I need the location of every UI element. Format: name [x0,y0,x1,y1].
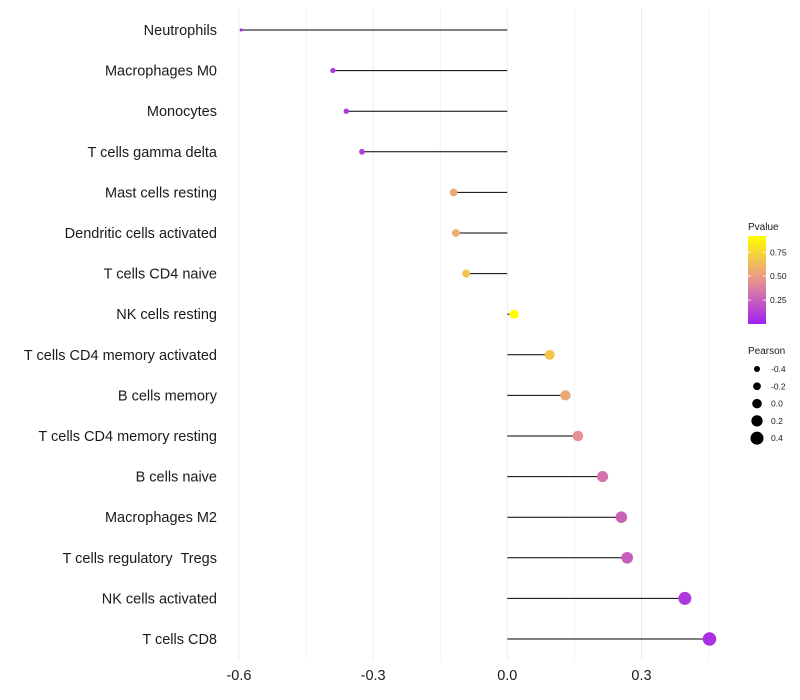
points [239,28,717,646]
pvalue-tick-label: 0.25 [770,295,787,305]
point-t-cells-cd8 [702,632,717,646]
grid-lines [238,8,709,660]
y-label-mast-cells-resting: Mast cells resting [105,185,217,201]
point-mast-cells-resting [449,188,458,197]
point-t-cells-cd4-memory-activated [544,349,555,360]
pearson-legend-keys: -0.4 -0.2 0.0 0.2 0.4 [750,364,786,445]
pvalue-tick-label: 0.50 [770,271,787,281]
pearson-key-label: -0.4 [771,364,786,374]
x-axis-ticks: -0.6 -0.3 0.0 0.3 [226,668,651,684]
pvalue-colorbar [748,236,766,324]
pearson-key-label: 0.4 [771,433,783,443]
point-macrophages-m0 [330,68,336,74]
point-t-cells-gamma-delta [359,148,365,155]
y-label-t-cells-cd8: T cells CD8 [142,632,217,648]
pearson-key-label: 0.2 [771,416,783,426]
y-label-b-cells-memory: B cells memory [118,388,218,404]
y-label-neutrophils: Neutrophils [144,23,217,39]
point-monocytes [343,108,349,114]
pearson-key-dot [754,366,760,372]
pvalue-tick-label: 0.75 [770,247,787,257]
point-b-cells-memory [560,390,571,401]
y-label-t-cells-cd4-memory-activated: T cells CD4 memory activated [24,348,217,364]
point-neutrophils [239,28,243,32]
y-label-macrophages-m0: Macrophages M0 [105,64,217,80]
point-nk-cells-activated [678,591,692,605]
pvalue-legend-title: Pvalue [748,222,779,233]
y-label-dendritic-cells-activated: Dendritic cells activated [65,226,217,242]
stems [241,29,710,640]
y-label-monocytes: Monocytes [147,104,217,120]
pearson-key-dot [752,398,762,409]
pvalue-legend: Pvalue 0.25 0.50 0.75 [748,222,787,324]
pearson-key-dot [751,415,763,427]
y-label-t-cells-gamma-delta: T cells gamma delta [88,145,218,161]
point-nk-cells-resting [509,309,519,319]
pearson-key-dot [753,382,761,391]
y-label-t-cells-cd4-naive: T cells CD4 naive [104,267,217,283]
pvalue-legend-ticks: 0.25 0.50 0.75 [748,247,787,305]
y-label-t-cells-cd4-memory-resting: T cells CD4 memory resting [38,429,217,445]
x-tick-label: -0.6 [226,668,251,684]
point-macrophages-m2 [615,511,628,523]
point-t-cells-regulatory-tregs [621,551,634,564]
y-label-macrophages-m2: Macrophages M2 [105,510,217,526]
pearson-legend: Pearson -0.4 -0.2 0.0 0.2 0.4 [748,346,786,445]
pearson-key-label: 0.0 [771,399,783,409]
y-label-nk-cells-resting: NK cells resting [116,307,217,323]
pearson-key-label: -0.2 [771,381,786,391]
pearson-key-dot [750,431,764,445]
point-t-cells-cd4-memory-resting [572,430,584,442]
point-t-cells-cd4-naive [462,269,471,278]
y-label-nk-cells-activated: NK cells activated [102,591,217,607]
x-tick-label: 0.3 [631,668,651,684]
point-dendritic-cells-activated [451,229,460,237]
pearson-legend-title: Pearson [748,346,785,357]
x-tick-label: -0.3 [361,668,386,684]
y-label-b-cells-naive: B cells naive [136,470,217,486]
y-label-t-cells-regulatory-tregs: T cells regulatory Tregs [63,551,217,567]
point-b-cells-naive [597,471,609,483]
x-tick-label: 0.0 [497,668,517,684]
y-axis-labels: Neutrophils Macrophages M0 Monocytes T cell… [24,23,218,648]
